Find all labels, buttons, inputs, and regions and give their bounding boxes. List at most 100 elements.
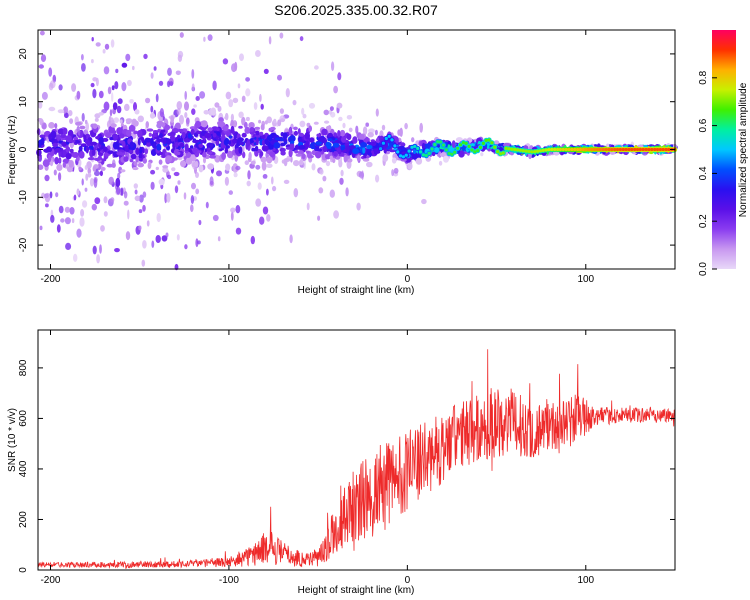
spectrogram-cell: [205, 201, 209, 209]
spectrogram-ridge-core: [419, 150, 423, 154]
spectrogram-cell: [117, 172, 121, 180]
spectrogram-cell: [255, 50, 261, 57]
spectrogram-cell: [94, 157, 101, 161]
spectrogram-cell: [247, 156, 252, 163]
spectrogram-cell: [73, 136, 79, 141]
spectrogram-cell: [230, 207, 236, 213]
spectrogram-cell: [419, 122, 424, 133]
spectrogram-cell: [119, 119, 123, 124]
spectrogram-ridge-core: [570, 147, 574, 152]
spectrogram-cell: [107, 86, 112, 95]
spectrogram-ridge-core: [498, 152, 503, 156]
spectrogram-cell: [146, 220, 150, 227]
spectrogram-cell: [69, 148, 74, 153]
spectrogram-cell: [197, 240, 201, 245]
spectrogram-x-tick-label: -100: [219, 274, 239, 285]
spectrogram-cell: [322, 145, 328, 153]
spectrogram-cell: [61, 141, 67, 147]
spectrogram-cell: [150, 149, 157, 156]
spectrogram-cell: [346, 115, 353, 120]
spectrogram-cell: [309, 141, 317, 150]
spectrogram-cell: [185, 151, 191, 158]
spectrogram-ridge-core: [610, 147, 614, 152]
spectrogram-cell: [195, 96, 200, 101]
spectrogram-cell: [38, 101, 43, 109]
spectrogram-cell: [113, 117, 120, 123]
spectrogram-cell: [283, 158, 288, 167]
spectrogram-cell: [218, 148, 223, 152]
spectrogram-cell: [285, 88, 290, 98]
spectrogram-ridge-core: [613, 147, 617, 152]
spectrogram-cell: [242, 151, 246, 159]
spectrogram-cell: [261, 139, 266, 146]
spectrogram-cell: [170, 125, 174, 129]
spectrogram-ridge-core: [607, 147, 611, 152]
spectrogram-ridge-core: [564, 147, 568, 152]
spectrogram-cell: [245, 142, 249, 150]
spectrogram-cell: [235, 165, 241, 171]
spectrogram-ridge-core: [461, 141, 465, 145]
spectrogram-cell: [112, 130, 117, 134]
spectrogram-cell: [260, 124, 265, 131]
spectrogram-ridge-core: [664, 147, 668, 152]
spectrogram-cell: [151, 133, 158, 138]
spectrogram-cell: [191, 182, 196, 190]
spectrogram-cell: [244, 121, 248, 129]
spectrogram-cell: [415, 140, 420, 146]
spectrogram-cell: [212, 132, 217, 138]
spectrogram-cell: [204, 132, 212, 139]
spectrogram-cell: [321, 128, 328, 136]
spectrogram-cell: [185, 117, 190, 125]
spectrogram-cell: [85, 122, 89, 132]
spectrogram-cell: [64, 112, 69, 119]
spectrogram-cell: [273, 118, 277, 124]
spectrogram-cell: [366, 144, 373, 150]
spectrogram-ridge-core: [399, 154, 403, 158]
spectrogram-ridge-core: [524, 149, 528, 153]
spectrogram-cell: [209, 155, 217, 159]
spectrogram-cell: [313, 121, 319, 125]
spectrogram-cell: [404, 122, 408, 130]
spectrogram-cell: [314, 65, 319, 70]
spectrogram-cell: [111, 85, 115, 91]
spectrogram-cell: [228, 135, 233, 139]
spectrogram-cell: [110, 39, 115, 48]
spectrogram-cell: [138, 146, 143, 155]
spectrogram-ridge-core: [521, 149, 525, 153]
spectrogram-cell: [39, 225, 43, 231]
spectrogram-ridge-core: [484, 138, 488, 142]
spectrogram-cell: [343, 155, 348, 163]
spectrogram-cell: [367, 132, 374, 138]
spectrogram-cell: [193, 104, 197, 108]
spectrogram-cell: [332, 157, 336, 164]
spectrogram-cell: [327, 132, 333, 138]
spectrogram-ridge-core: [504, 146, 508, 150]
spectrogram-ridge-core: [615, 147, 620, 152]
spectrogram-cell: [317, 215, 321, 221]
snr-y-tick-label: 800: [18, 359, 29, 376]
spectrogram-cell: [238, 125, 243, 129]
spectrogram-cell: [194, 160, 199, 168]
spectrogram-cell: [71, 218, 75, 224]
spectrogram-cell: [302, 113, 307, 119]
spectrogram-cell: [316, 133, 321, 137]
spectrogram-cell: [230, 211, 234, 221]
spectrogram-cell: [108, 176, 114, 185]
spectrogram-cell: [145, 97, 151, 104]
spectrogram-ridge-core: [387, 134, 391, 138]
spectrogram-cell: [190, 195, 195, 204]
spectrogram-cell: [262, 145, 269, 152]
spectrogram-ridge-core: [516, 148, 520, 152]
spectrogram-cell: [275, 137, 281, 141]
spectrogram-cell: [331, 61, 335, 71]
spectrogram-ridge-core: [493, 145, 497, 149]
spectrogram-ridge-core: [530, 150, 534, 154]
snr-x-tick-label: 100: [577, 575, 594, 586]
spectrogram-cell: [112, 102, 118, 110]
spectrogram-ridge-core: [598, 147, 603, 152]
spectrogram-cell: [251, 147, 256, 152]
spectrogram-cell: [164, 124, 171, 131]
spectrogram-cell: [129, 159, 134, 163]
spectrogram-cell: [60, 218, 65, 223]
spectrogram-cell: [142, 240, 147, 249]
